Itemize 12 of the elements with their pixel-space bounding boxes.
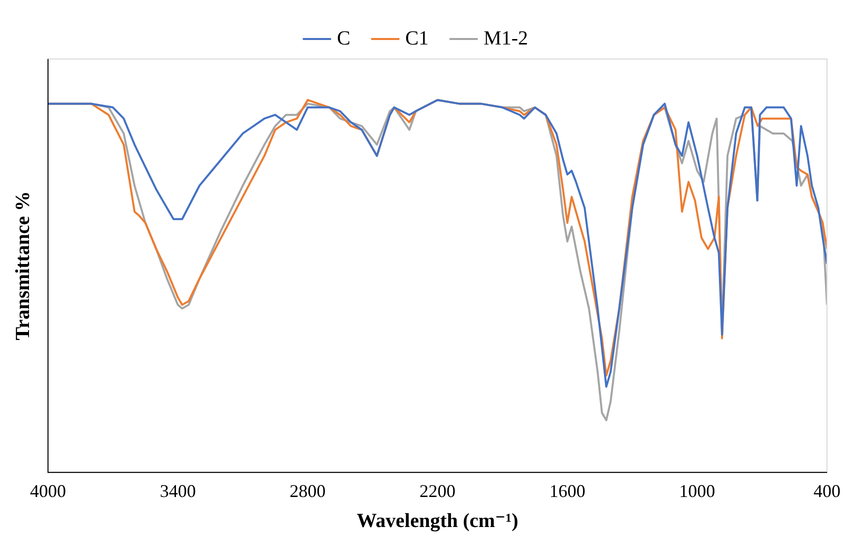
legend-label: C xyxy=(336,27,350,50)
y-axis-title: Transmittance % xyxy=(12,191,34,340)
x-tick-label: 2200 xyxy=(420,480,456,501)
x-tick-label: 2800 xyxy=(290,480,326,501)
x-tick-label: 3400 xyxy=(160,480,196,501)
x-axis-title: Wavelength (cm⁻¹) xyxy=(356,510,518,532)
legend-label: C1 xyxy=(405,27,429,50)
legend-label: M1-2 xyxy=(484,27,528,50)
x-tick-label: 1600 xyxy=(549,480,586,501)
x-tick-label: 4000 xyxy=(30,480,66,501)
x-tick-label: 400 xyxy=(814,480,840,501)
x-tick-label: 1000 xyxy=(679,480,716,501)
